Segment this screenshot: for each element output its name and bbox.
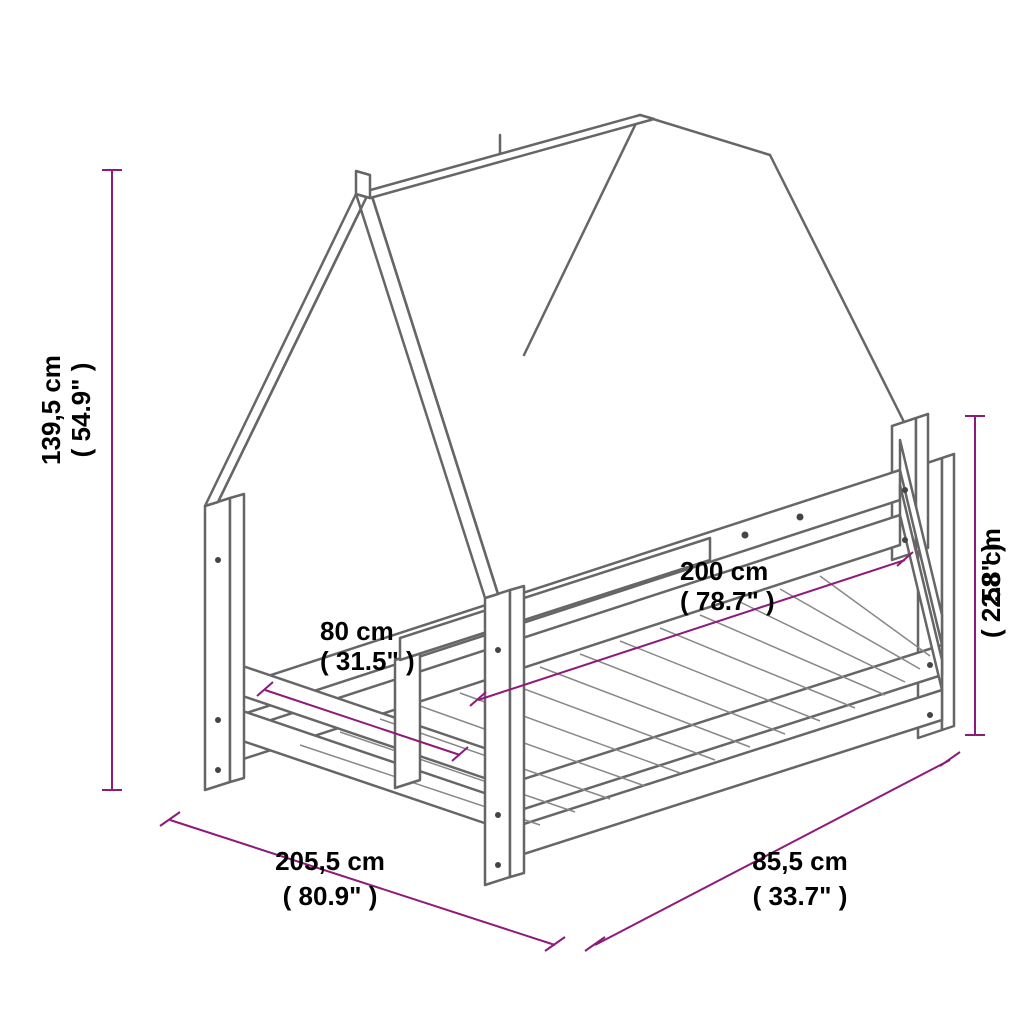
dim-width-outer-in: ( 33.7" ): [753, 881, 848, 911]
dim-height-post-in: ( 22.8" ): [976, 543, 1006, 638]
dim-length-outer-cm: 205,5 cm: [275, 846, 385, 876]
dim-mattress-length-cm: 200 cm: [680, 556, 768, 586]
dim-mattress-length-in: ( 78.7" ): [680, 586, 775, 616]
dim-mattress-width-in: ( 31.5" ): [320, 646, 415, 676]
dim-length-outer-in: ( 80.9" ): [283, 881, 378, 911]
dim-height-total-in: ( 54.9" ): [66, 363, 96, 458]
dim-height-total-cm: 139,5 cm: [36, 355, 66, 465]
dim-mattress-width-cm: 80 cm: [320, 616, 394, 646]
dim-width-outer-cm: 85,5 cm: [752, 846, 847, 876]
